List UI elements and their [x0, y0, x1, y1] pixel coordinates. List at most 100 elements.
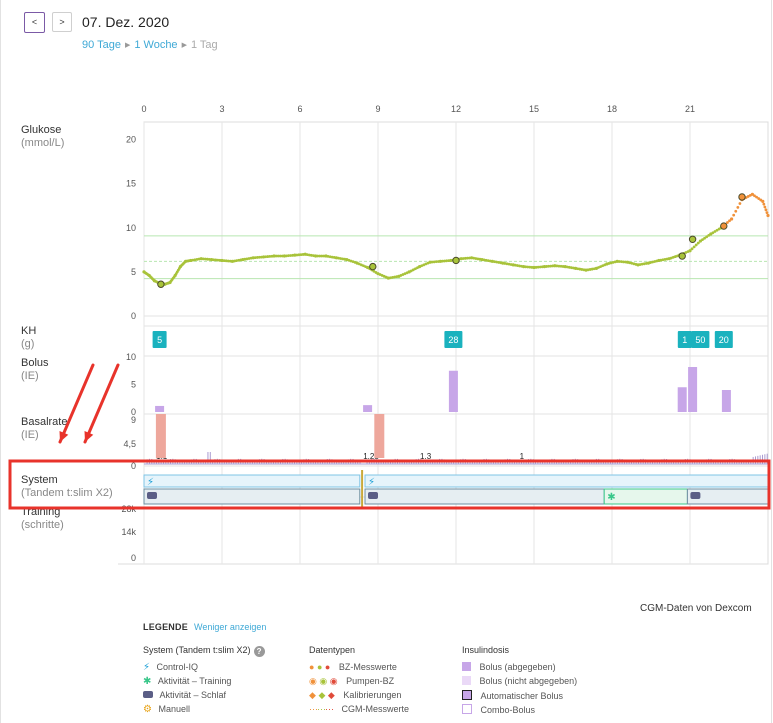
next-day-button[interactable]: > — [52, 12, 72, 32]
cgm-point — [586, 268, 590, 272]
range-90-days-link[interactable]: 90 Tage — [82, 39, 121, 51]
cgm-point — [411, 268, 415, 272]
legend-item-cgm: ⋯⋯⋯ CGM-Messwerte — [309, 704, 409, 715]
basal-bar — [581, 461, 583, 464]
basal-bar — [588, 461, 590, 464]
basal-bar — [656, 461, 658, 464]
pump-bg-point — [452, 256, 460, 265]
basal-bar — [186, 461, 188, 464]
cgm-point — [659, 258, 663, 262]
cgm-point — [301, 253, 305, 256]
cgm-point — [578, 267, 582, 271]
basal-bar — [251, 461, 253, 464]
sleep-icon — [690, 492, 701, 499]
cgm-point — [530, 265, 534, 269]
cgm-point — [295, 253, 299, 257]
carb-badge — [691, 331, 710, 348]
basal-bar — [179, 461, 181, 464]
cgm-point — [763, 205, 767, 209]
cgm-point — [208, 257, 211, 261]
glucose-y-tick-label: 20 — [126, 135, 136, 145]
cgm-point — [557, 264, 561, 268]
cgm-point — [728, 219, 731, 223]
carb-badge — [677, 331, 692, 348]
cgm-point — [592, 267, 596, 271]
cgm-point — [553, 264, 557, 268]
carbs-row-label: KH (g) — [21, 325, 36, 350]
cgm-point — [713, 230, 717, 233]
cgm-point — [603, 263, 607, 267]
legend-label: BZ-Messwerte — [338, 662, 397, 672]
cgm-point — [711, 231, 715, 235]
basal-bar — [254, 461, 256, 464]
legend-title: LEGENDE — [143, 622, 188, 632]
bg-dot-icons: ● ● ● — [309, 662, 331, 672]
pump-bg-icons: ◉ ◉ ◉ — [309, 676, 338, 686]
basal-bar — [270, 461, 272, 464]
cgm-point — [540, 265, 544, 269]
cgm-point — [416, 266, 419, 270]
training-unit: (schritte) — [21, 519, 64, 531]
cgm-point — [638, 263, 642, 266]
cgm-point — [624, 260, 627, 264]
carb-badge — [152, 331, 167, 348]
cgm-point — [505, 262, 509, 266]
cgm-point — [676, 254, 679, 258]
cgm-point — [262, 255, 266, 259]
cgm-point — [339, 257, 342, 260]
range-1-week-link[interactable]: 1 Woche — [134, 39, 178, 51]
basal-bar — [158, 461, 160, 464]
training-segment — [603, 488, 688, 505]
cgm-point — [526, 265, 530, 269]
legend-datatypes-heading: Datentypen — [309, 645, 356, 655]
cgm-point — [443, 259, 446, 263]
basal-bar — [675, 461, 677, 464]
cgm-point — [730, 217, 734, 221]
basal-bar — [160, 461, 162, 464]
basal-bar — [696, 461, 698, 464]
frame-left — [0, 0, 1, 723]
sleep-icon — [147, 492, 157, 499]
bolus-value-label: 1.3 — [420, 452, 432, 461]
cgm-point — [212, 258, 216, 262]
basal-y-tick-label: 0 — [131, 461, 136, 471]
cgm-point — [463, 256, 467, 260]
range-1-day-current: 1 Tag — [190, 39, 218, 51]
cgm-point — [520, 264, 523, 268]
cgm-point — [293, 253, 297, 257]
glucose-y-tick-label: 10 — [126, 223, 136, 233]
cgm-point — [590, 267, 594, 271]
x-tick-label: 12 — [451, 104, 461, 114]
cgm-point — [409, 269, 413, 273]
cgm-point — [732, 213, 736, 217]
cgm-point — [707, 234, 711, 237]
basal-bar — [247, 461, 249, 464]
frame-right — [771, 0, 772, 723]
cgm-point — [218, 258, 222, 262]
basal-bar — [499, 461, 501, 464]
range-selector: 90 Tage ▶ 1 Woche ▶ 1 Tag — [82, 39, 218, 51]
basal-bar — [448, 461, 450, 464]
cgm-point — [705, 235, 709, 239]
legend-item-bolus-given: Bolus (abgegeben) — [462, 662, 556, 672]
training-y-tick-label: 0 — [131, 553, 136, 563]
legend-label: Manuell — [158, 704, 191, 714]
legend-system-heading: System (Tandem t:slim X2)? — [143, 645, 265, 657]
basal-bar — [605, 461, 607, 464]
legend-item-pump-bg: ◉ ◉ ◉ Pumpen-BZ — [309, 676, 394, 687]
basal-bar — [563, 461, 565, 464]
legend-toggle-link[interactable]: Weniger anzeigen — [194, 622, 267, 632]
previous-day-button[interactable]: < — [24, 12, 45, 33]
cgm-point — [642, 262, 646, 266]
help-icon[interactable]: ? — [253, 646, 265, 657]
basal-bar — [411, 461, 413, 464]
cgm-point — [318, 254, 322, 258]
training-y-tick-label: 14k — [121, 527, 136, 537]
basal-bar — [382, 461, 384, 464]
cgm-point — [484, 258, 488, 262]
basal-bar — [162, 461, 164, 464]
basal-bar — [649, 461, 651, 464]
cgm-point — [272, 254, 276, 258]
cgm-point — [249, 256, 253, 260]
cgm-point — [499, 261, 503, 265]
